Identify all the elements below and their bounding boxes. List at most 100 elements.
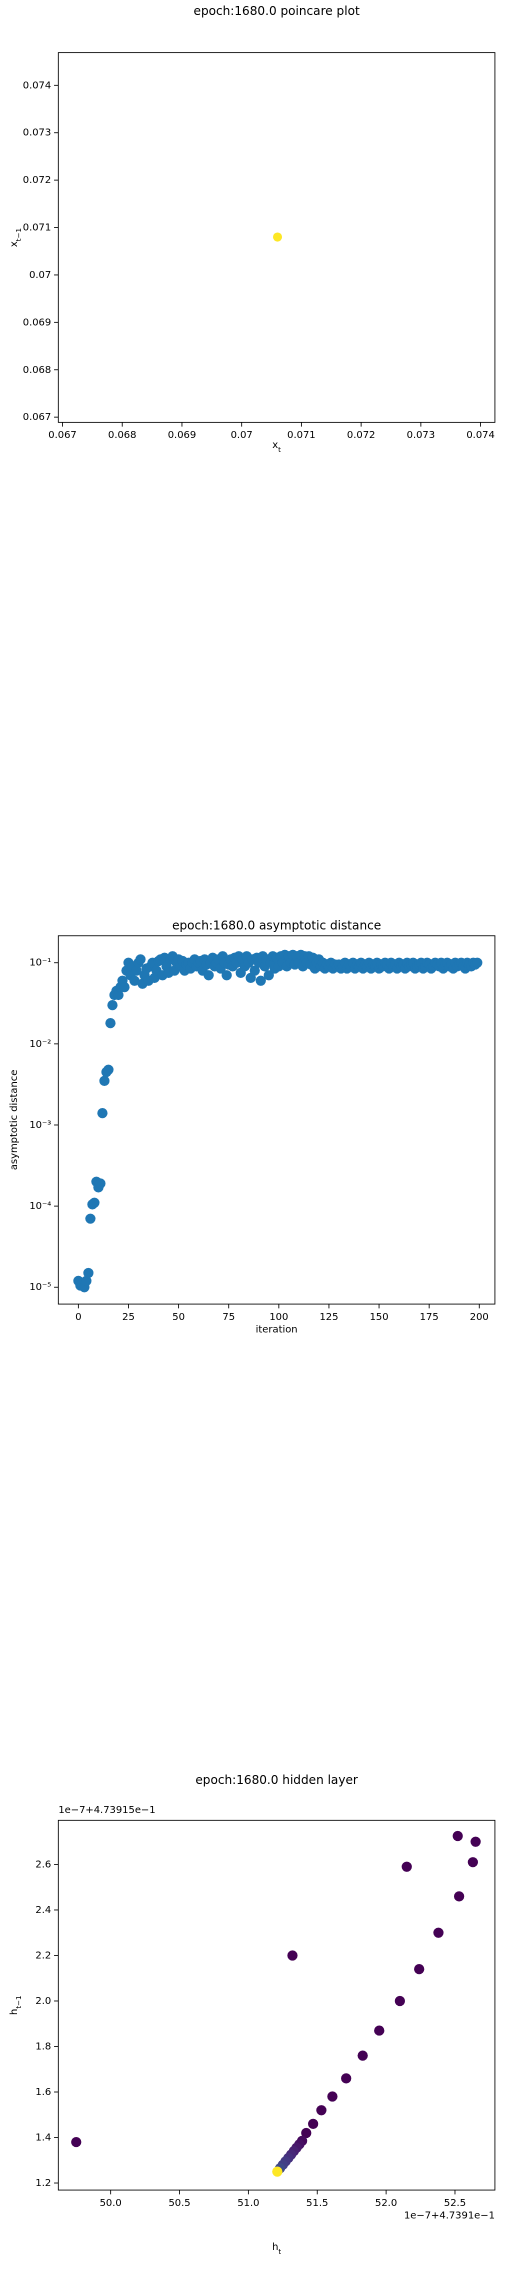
point: [467, 1857, 479, 1868]
point: [394, 1995, 406, 2007]
chart-title: epoch:1680.0 hidden layer: [195, 1773, 358, 1787]
y-tick-label: 0.067: [23, 412, 51, 423]
x-tick-label: 50.0: [100, 2198, 122, 2209]
x-tick-label: 0.07: [231, 430, 253, 441]
x-tick-label: 175: [420, 1312, 439, 1323]
x-tick-label: 0.068: [108, 430, 136, 441]
y-tick-label: 2.2: [35, 1950, 51, 1961]
point: [453, 1891, 465, 1902]
point: [316, 2105, 327, 2116]
point: [129, 975, 140, 986]
x-tick-label: 51.5: [306, 2198, 328, 2209]
point: [433, 1927, 444, 1938]
point: [71, 2136, 82, 2148]
point: [113, 989, 124, 1001]
x-tick-label: 75: [222, 1312, 235, 1323]
plot-frame: [57, 1819, 496, 2191]
point: [341, 2073, 352, 2084]
point: [89, 1197, 100, 1208]
point: [83, 1267, 94, 1279]
y-offset-text: 1e−7+4.73915e−1: [58, 1805, 155, 1816]
label-sub: t−1: [14, 1995, 23, 2008]
point: [131, 965, 142, 976]
y-tick-label: 1.2: [35, 2178, 51, 2189]
label-base: x: [9, 241, 20, 247]
y-tick-label: 10⁻²: [29, 1039, 51, 1050]
point: [97, 1108, 108, 1119]
point: [287, 1950, 298, 1961]
y-tick-label: 0.069: [23, 317, 51, 328]
x-offset-text: 1e−7+4.7391e−1: [404, 2211, 495, 2222]
y-tick-label: 0.074: [23, 80, 51, 91]
label-base: h: [272, 2242, 278, 2253]
y-axis-label: asymptotic distance: [9, 1070, 20, 1171]
y-tick-label: 0.072: [23, 175, 51, 186]
point: [470, 1836, 481, 1847]
x-tick-label: 125: [319, 1312, 338, 1323]
point: [307, 2118, 319, 2129]
y-tick-label: 10⁻⁴: [29, 1201, 51, 1212]
y-tick-label: 2.4: [35, 1905, 51, 1916]
label-sub: t−1: [14, 228, 23, 241]
x-tick-label: 0.072: [347, 430, 375, 441]
point: [105, 1018, 116, 1029]
label-sub: t: [278, 2246, 281, 2255]
point: [301, 2127, 312, 2139]
x-tick-label: 0.074: [466, 430, 494, 441]
point: [249, 965, 260, 976]
y-tick-label: 1.6: [35, 2087, 51, 2098]
y-tick-label: 0.07: [29, 270, 51, 281]
label-base: h: [9, 2009, 20, 2015]
y-axis-label: ht−1: [9, 1995, 22, 2015]
point: [374, 2025, 385, 2036]
x-tick-label: 25: [122, 1312, 135, 1323]
point: [103, 1064, 114, 1075]
y-tick-label: 1.8: [35, 2041, 51, 2052]
x-tick-label: 0.069: [168, 430, 196, 441]
y-tick-label: 0.071: [23, 223, 51, 234]
y-tick-label: 10⁻¹: [29, 958, 51, 969]
x-tick-label: 50.5: [168, 2198, 190, 2209]
y-tick-label: 2.6: [35, 1859, 51, 1870]
x-tick-label: 0: [75, 1312, 81, 1323]
x-tick-label: 200: [470, 1312, 489, 1323]
y-tick-label: 2.0: [35, 1996, 51, 2007]
point: [472, 957, 483, 968]
y-tick-label: 10⁻³: [29, 1120, 51, 1131]
chart-title: epoch:1680.0 asymptotic distance: [172, 918, 381, 932]
x-tick-label: 52.0: [375, 2198, 397, 2209]
x-tick-label: 0.071: [287, 430, 315, 441]
point: [85, 1213, 96, 1224]
y-axis-label: xt−1: [9, 228, 23, 247]
point: [99, 1075, 110, 1086]
point: [263, 970, 274, 981]
point: [81, 1275, 92, 1286]
y-tick-label: 0.073: [23, 128, 51, 139]
y-tick-label: 1.4: [35, 2133, 51, 2144]
point: [401, 1861, 412, 1872]
label-base: x: [272, 440, 278, 451]
x-tick-label: 52.5: [444, 2198, 466, 2209]
x-tick-label: 0.067: [48, 430, 76, 441]
point: [414, 1964, 425, 1975]
chart-title: epoch:1680.0 poincare plot: [194, 4, 360, 18]
x-axis-label: xt: [272, 440, 281, 454]
x-axis-label: ht: [272, 2242, 281, 2256]
point: [272, 232, 283, 242]
point: [95, 1178, 106, 1189]
x-tick-label: 100: [269, 1312, 288, 1323]
x-tick-label: 0.073: [407, 430, 435, 441]
x-tick-label: 150: [370, 1312, 389, 1323]
x-tick-label: 51.0: [237, 2198, 259, 2209]
point: [327, 2091, 338, 2102]
point: [135, 954, 146, 965]
y-tick-label: 10⁻⁵: [29, 1282, 51, 1293]
x-tick-label: 50: [172, 1312, 185, 1323]
y-tick-label: 0.068: [23, 365, 51, 376]
plot-frame: [57, 52, 496, 423]
point: [357, 2050, 368, 2061]
x-axis-label: iteration: [256, 1325, 298, 1336]
point: [203, 970, 214, 981]
label-sub: t: [278, 445, 281, 454]
